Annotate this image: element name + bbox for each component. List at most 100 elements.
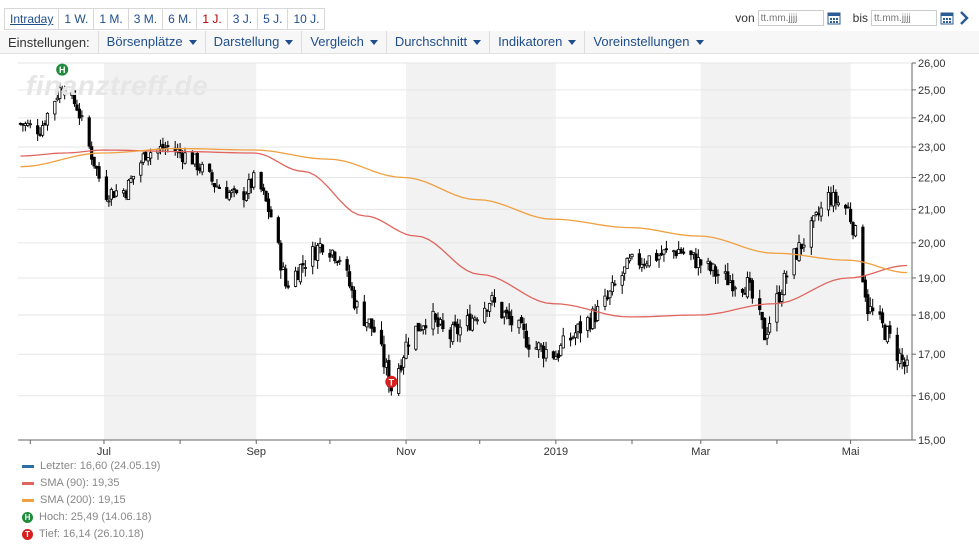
candle-body xyxy=(114,190,118,197)
menu-voreinstellungen[interactable]: Voreinstellungen xyxy=(584,31,711,53)
legend-swatch xyxy=(22,482,34,485)
calendar-icon[interactable] xyxy=(940,11,954,25)
calendar-icon[interactable] xyxy=(827,11,841,25)
legend-swatch xyxy=(22,499,34,502)
month-band xyxy=(406,63,556,440)
y-tick-label: 24,00 xyxy=(918,113,946,125)
range-6m[interactable]: 6 M. xyxy=(163,8,198,30)
legend-swatch xyxy=(22,465,34,468)
chevron-right-icon[interactable] xyxy=(957,11,971,25)
y-tick-label: 19,00 xyxy=(918,273,946,285)
candle-body xyxy=(124,190,128,199)
candle-body xyxy=(63,89,67,96)
candle-body xyxy=(58,87,62,99)
candle-body xyxy=(416,322,420,332)
candle-body xyxy=(637,253,641,266)
candle-body xyxy=(149,152,153,159)
candle-body xyxy=(502,311,506,318)
candle-body xyxy=(505,309,509,314)
legend-sma200: SMA (200): 19,15 xyxy=(22,492,160,509)
candle-body xyxy=(625,257,629,269)
menu-boersenplaetze[interactable]: Börsenplätze xyxy=(97,31,205,53)
range-3m[interactable]: 3 M. xyxy=(128,8,164,30)
candle-body xyxy=(517,319,521,329)
range-1w[interactable]: 1 W. xyxy=(59,8,95,30)
candle-body xyxy=(419,329,423,331)
candle-body xyxy=(861,226,865,283)
candle-body xyxy=(659,252,664,256)
candle-body xyxy=(141,153,145,163)
candle-body xyxy=(775,293,779,323)
candle-body xyxy=(900,354,904,361)
candle-body xyxy=(60,88,64,91)
candle-body xyxy=(338,259,342,262)
menu-durchschnitt[interactable]: Durchschnitt xyxy=(385,31,489,53)
menu-vergleich[interactable]: Vergleich xyxy=(301,31,385,53)
candle-body xyxy=(559,345,563,356)
candle-body xyxy=(284,268,288,287)
candle-body xyxy=(573,332,578,339)
range-3y[interactable]: 3 J. xyxy=(227,8,259,30)
price-chart[interactable]: 15,00 16,00 17,00 18,00 19,00 20,00 21,00 22,00… xyxy=(0,54,979,458)
candle-body xyxy=(645,263,649,267)
candle-body xyxy=(588,317,592,330)
candle-body xyxy=(539,344,543,347)
candle-body xyxy=(36,125,40,135)
candle-body xyxy=(355,301,359,308)
candle-body xyxy=(131,175,136,180)
candle-body xyxy=(259,172,263,190)
menu-darstellung[interactable]: Darstellung xyxy=(204,31,302,53)
candle-body xyxy=(362,301,366,327)
menu-indikatoren[interactable]: Indikatoren xyxy=(489,31,584,53)
range-1m[interactable]: 1 M. xyxy=(94,8,129,30)
candle-body xyxy=(193,153,197,165)
candle-body xyxy=(298,264,303,283)
candle-body xyxy=(26,122,30,126)
candle-body xyxy=(468,313,472,331)
candle-body xyxy=(578,321,583,334)
candle-body xyxy=(401,357,406,368)
candle-body xyxy=(244,193,249,201)
candle-body xyxy=(347,271,352,287)
menu-label: Durchschnitt xyxy=(394,34,468,49)
candle-body xyxy=(370,318,374,329)
candle-body xyxy=(345,258,349,271)
candle-body xyxy=(677,249,681,254)
candle-body xyxy=(608,290,612,299)
candle-body xyxy=(681,251,686,254)
candle-body xyxy=(534,347,538,350)
candle-body xyxy=(731,280,735,292)
caret-down-icon xyxy=(695,40,704,46)
range-10y[interactable]: 10 J. xyxy=(288,8,326,30)
range-intraday[interactable]: Intraday xyxy=(4,8,60,30)
candle-body xyxy=(561,335,565,349)
candle-body xyxy=(421,325,425,331)
settings-label: Einstellungen: xyxy=(8,34,90,50)
y-tick-label: 18,00 xyxy=(918,310,946,322)
candle-body xyxy=(792,248,796,276)
candle-body xyxy=(45,112,50,126)
candle-body xyxy=(709,262,713,272)
candle-body xyxy=(853,225,858,237)
range-5y[interactable]: 5 J. xyxy=(258,8,289,30)
caret-down-icon xyxy=(285,40,294,46)
from-label: von xyxy=(735,11,755,25)
candle-body xyxy=(104,176,109,200)
high-marker-label: H xyxy=(59,65,66,75)
candle-body xyxy=(473,317,477,321)
from-date-input[interactable] xyxy=(757,10,824,26)
to-date-input[interactable] xyxy=(871,10,937,26)
candle-body xyxy=(500,301,504,319)
candle-body xyxy=(883,324,887,340)
range-1y[interactable]: 1 J. xyxy=(197,8,228,30)
candle-body xyxy=(234,189,239,194)
candle-body xyxy=(252,172,256,188)
candle-body xyxy=(350,285,354,291)
candle-body xyxy=(335,261,339,264)
candle-body xyxy=(802,244,806,248)
candle-body xyxy=(232,188,236,191)
candle-body xyxy=(748,277,752,283)
menu-label: Indikatoren xyxy=(498,34,563,49)
candle-body xyxy=(438,319,443,325)
candle-body xyxy=(200,163,204,173)
